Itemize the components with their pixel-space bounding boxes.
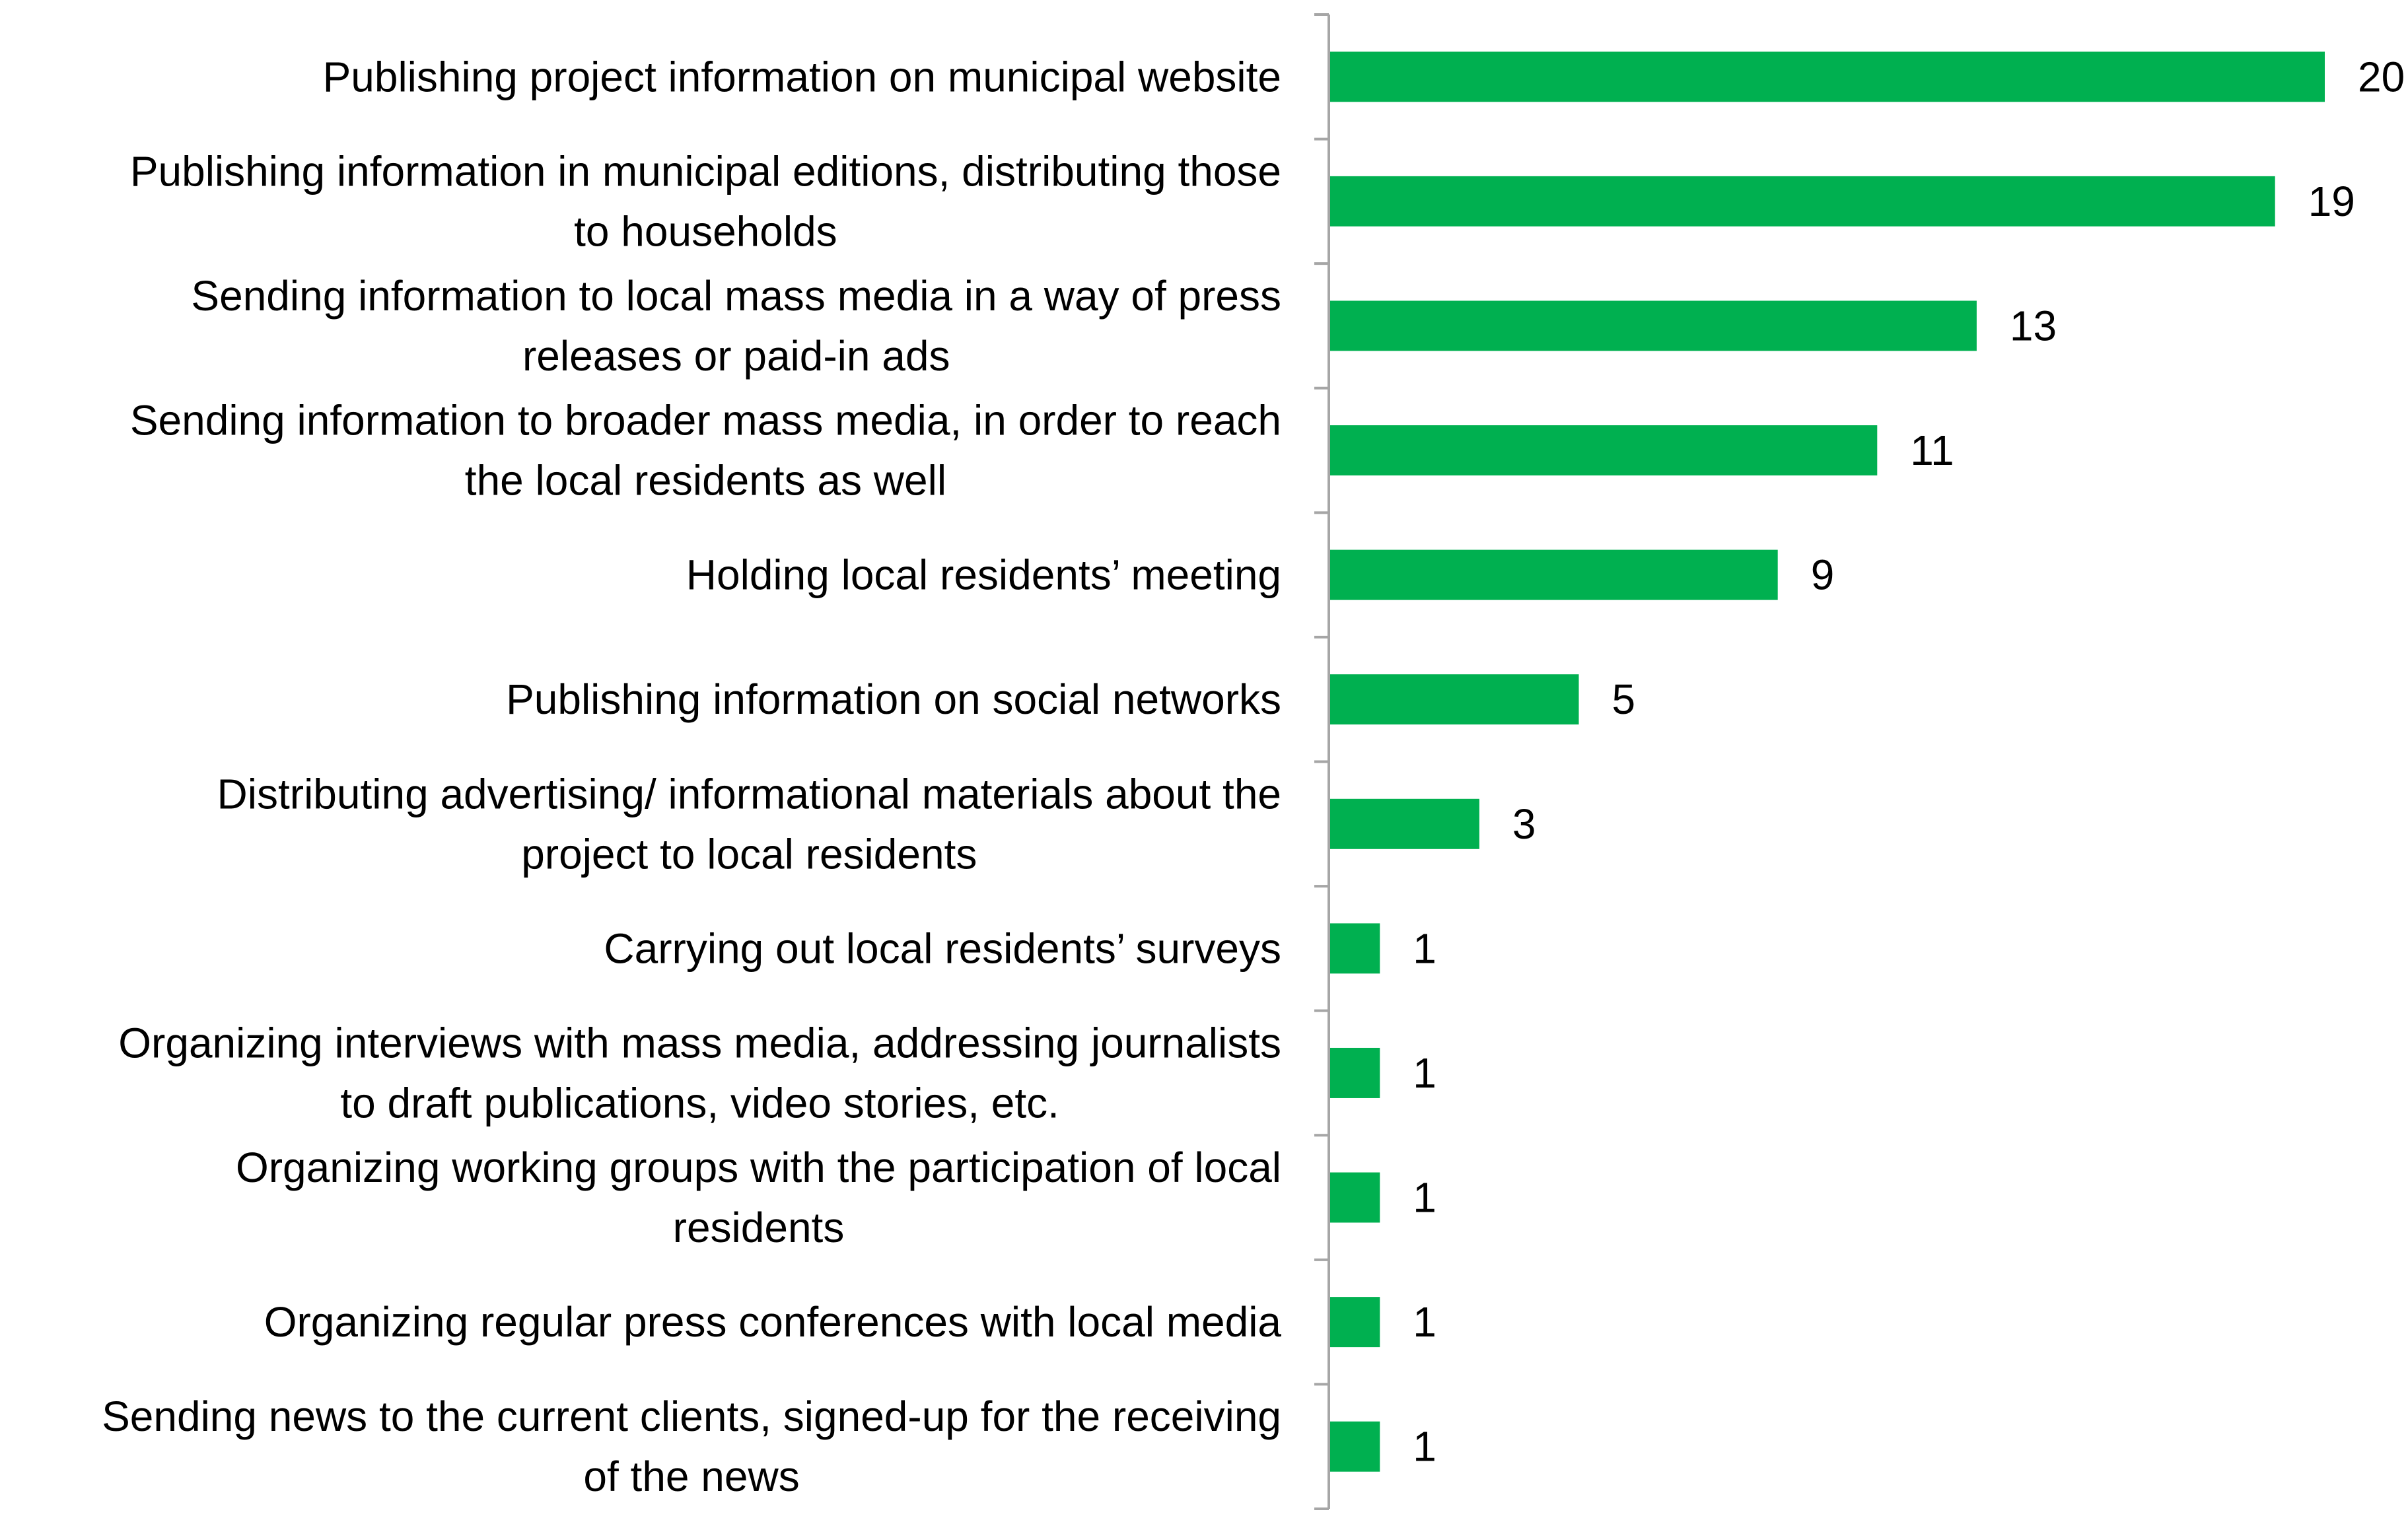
category-label: Sending news to the current clients, sig… [102,1393,1281,1500]
bar [1330,923,1380,974]
category-label-line: Organizing regular press conferences wit… [264,1298,1282,1346]
category-label: Organizing regular press conferences wit… [264,1298,1282,1346]
category-label-line: Distributing advertising/ informational … [217,770,1281,817]
category-label: Publishing information in municipal edit… [130,147,1281,255]
data-label: 13 [2010,302,2057,349]
bar [1330,674,1579,725]
category-label-line: Sending news to the current clients, sig… [102,1393,1281,1440]
category-axis [1314,13,1330,1510]
category-label: Organizing interviews with mass media, a… [118,1019,1281,1126]
category-label-line: Sending information to local mass media … [191,272,1281,320]
bar [1330,1421,1380,1472]
category-label-line: of the news [583,1453,799,1500]
data-label: 3 [1512,800,1536,848]
bar [1330,425,1878,476]
bar [1330,549,1778,600]
category-label-line: Organizing working groups with the parti… [236,1144,1281,1191]
data-label: 1 [1413,1174,1436,1222]
data-label: 1 [1413,1049,1436,1097]
data-label: 11 [1910,427,1954,474]
category-label: Sending information to broader mass medi… [130,397,1281,504]
category-label-line: to households [574,207,837,255]
category-label-line: Sending information to broader mass medi… [130,397,1281,444]
category-label: Sending information to local mass media … [191,272,1281,380]
data-label: 9 [1811,551,1835,599]
data-label: 1 [1413,1298,1436,1346]
data-label: 20 [2358,53,2405,100]
bars-layer [1330,52,2325,1472]
category-label: Carrying out local residents’ surveys [604,924,1281,972]
category-label: Publishing information on social network… [506,675,1281,723]
category-label: Publishing project information on munici… [323,53,1281,100]
bar [1330,1047,1380,1098]
category-labels: Publishing project information on munici… [102,53,1281,1500]
category-label: Organizing working groups with the parti… [236,1144,1281,1251]
bar [1330,1297,1380,1348]
category-label: Distributing advertising/ informational … [217,770,1281,878]
data-label: 5 [1612,675,1636,723]
bar [1330,1172,1380,1223]
data-label: 1 [1413,1423,1436,1471]
category-label-line: Publishing project information on munici… [323,53,1281,100]
data-label: 1 [1413,924,1436,972]
category-label-line: Publishing information on social network… [506,675,1281,723]
category-label-line: project to local residents [521,830,977,878]
category-label-line: Publishing information in municipal edit… [130,147,1281,195]
bar [1330,798,1479,849]
category-label: Holding local residents’ meeting [686,551,1281,599]
category-label-line: Organizing interviews with mass media, a… [118,1019,1281,1066]
category-label-line: releases or paid-in ads [522,332,950,380]
category-label-line: to draft publications, video stories, et… [340,1079,1059,1126]
category-label-line: Carrying out local residents’ surveys [604,924,1281,972]
bar [1330,52,2325,102]
bar [1330,176,2275,226]
category-label-line: the local residents as well [465,457,946,504]
bar [1330,300,1977,351]
category-label-line: residents [673,1204,845,1251]
category-label-line: Holding local residents’ meeting [686,551,1281,599]
data-label: 19 [2308,178,2355,225]
